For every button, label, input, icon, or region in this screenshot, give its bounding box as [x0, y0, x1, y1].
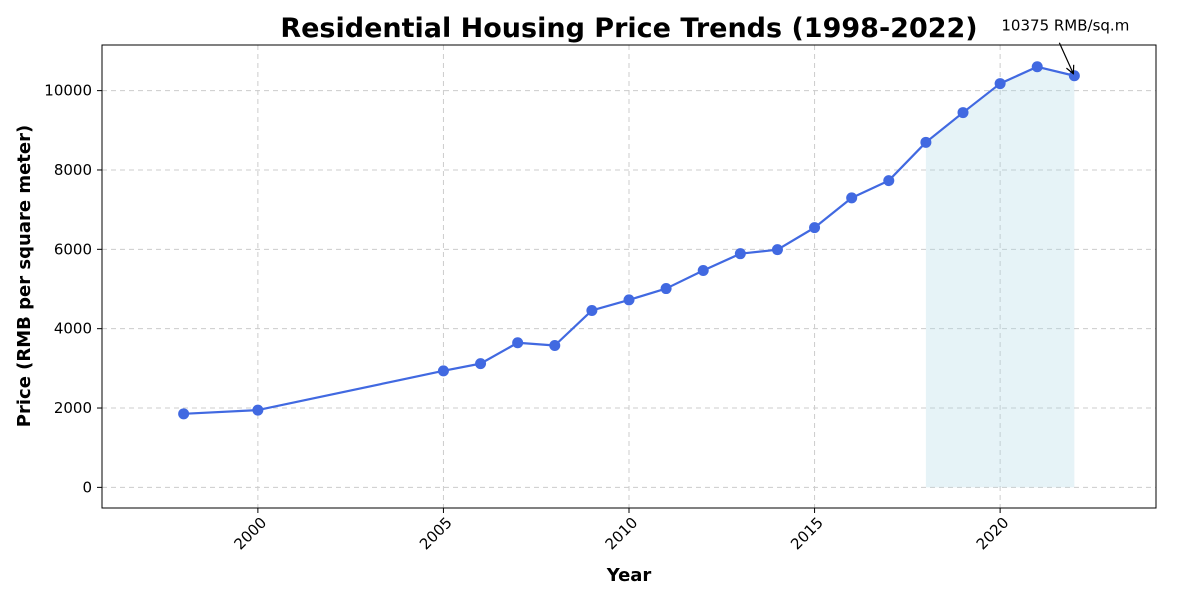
x-tick-label: 2010: [602, 514, 642, 554]
y-tick-label: 8000: [54, 161, 92, 179]
annotation-arrow: [1058, 42, 1073, 74]
data-point: [1031, 61, 1043, 73]
annotation-layer: 10375 RMB/sq.m: [1001, 17, 1129, 74]
data-point: [475, 358, 487, 370]
data-point: [549, 339, 561, 351]
x-axis-ticks: 2000 2005 2010 2015 2020: [230, 508, 1012, 553]
y-tick-label: 6000: [54, 240, 92, 258]
series-line: [183, 65, 1075, 415]
data-point: [883, 175, 895, 187]
highlight-area: [925, 66, 1075, 488]
highlight-region-layer: [925, 66, 1075, 488]
data-point: [920, 136, 932, 148]
data-point: [586, 304, 598, 316]
data-point: [771, 244, 783, 256]
y-tick-label: 2000: [54, 399, 92, 417]
chart-title: Residential Housing Price Trends (1998-2…: [280, 13, 977, 44]
x-tick-label: 2005: [416, 514, 456, 554]
data-points-layer: [178, 61, 1080, 420]
x-tick-label: 2000: [230, 514, 270, 554]
y-axis-ticks: 0 2000 4000 6000 8000 10000: [44, 82, 102, 496]
x-tick-label: 2015: [787, 514, 827, 554]
data-point: [252, 404, 264, 416]
data-point: [437, 365, 449, 377]
series-line-layer: [183, 65, 1075, 415]
x-axis-label: Year: [606, 565, 652, 586]
data-point: [660, 283, 672, 295]
data-point: [734, 248, 746, 260]
data-point: [809, 222, 821, 234]
data-point: [994, 78, 1006, 90]
y-axis-label: Price (RMB per square meter): [14, 125, 35, 427]
data-point: [957, 107, 969, 119]
grid-lines: [102, 45, 1156, 508]
data-point: [1068, 70, 1080, 82]
y-tick-label: 0: [82, 478, 92, 496]
data-point: [512, 337, 524, 349]
y-tick-label: 4000: [54, 320, 92, 338]
y-tick-label: 10000: [44, 82, 92, 100]
data-point: [623, 294, 635, 306]
annotation-label: 10375 RMB/sq.m: [1001, 17, 1129, 35]
data-point: [178, 408, 190, 420]
data-point: [697, 264, 709, 276]
x-tick-label: 2020: [973, 514, 1013, 554]
data-point: [846, 192, 858, 204]
